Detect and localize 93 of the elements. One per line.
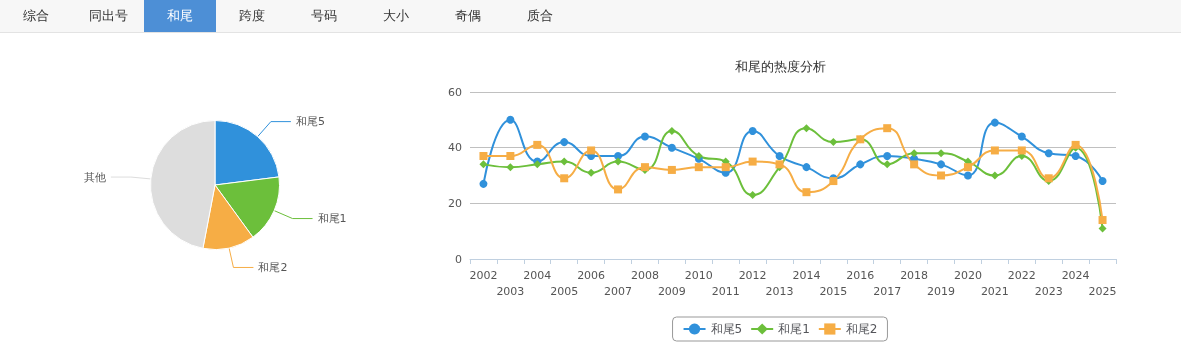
x-tick-label: 2021 [980, 284, 1009, 298]
point [883, 124, 892, 133]
point [883, 160, 892, 169]
point [694, 163, 703, 172]
slice-label: 和尾1 [317, 212, 347, 226]
point [990, 146, 999, 155]
category-label: 号码 [288, 0, 360, 32]
x-tick-label: 2011 [711, 284, 740, 298]
point [560, 157, 569, 166]
x-tick-label: 2019 [927, 284, 956, 298]
point [614, 157, 623, 166]
x-tick-label: 2024 [1061, 268, 1090, 282]
point [479, 160, 488, 169]
category-label: 综合 [0, 0, 72, 32]
point [937, 149, 946, 158]
y-tick-label: 60 [448, 85, 462, 99]
chart-title: 和尾的热度分析 [734, 59, 826, 74]
point [963, 163, 972, 172]
category-label: 大小 [360, 0, 432, 32]
point [587, 168, 596, 177]
x-tick-label: 2005 [550, 284, 579, 298]
slice-label: 和尾2 [258, 260, 288, 274]
point [1098, 177, 1107, 186]
x-tick-label: 2006 [577, 268, 606, 282]
x-tick-label: 2007 [604, 284, 633, 298]
category-label: 和尾 [144, 0, 216, 32]
point [937, 171, 946, 180]
point [748, 190, 757, 199]
category-label: 跨度 [216, 0, 288, 32]
point [1044, 149, 1053, 158]
point [560, 138, 569, 147]
x-tick-label: 2013 [765, 284, 794, 298]
slice-label: 其他 [83, 170, 106, 184]
point [614, 185, 623, 194]
x-tick-label: 2004 [523, 268, 552, 282]
point [775, 152, 784, 161]
legend-label: 和尾5 [710, 322, 743, 336]
x-tick-label: 2018 [900, 268, 929, 282]
x-tick-label: 2012 [738, 268, 767, 282]
slice-label: 和尾5 [295, 115, 325, 129]
point [721, 163, 730, 172]
point [748, 126, 757, 135]
legend-label: 和尾2 [845, 322, 878, 336]
x-tick-label: 2022 [1007, 268, 1036, 282]
point [910, 160, 919, 169]
point [667, 126, 676, 135]
point [990, 118, 999, 127]
x-tick-label: 2010 [684, 268, 713, 282]
point [990, 171, 999, 180]
category-label: 质合 [504, 0, 576, 32]
x-tick-label: 2009 [657, 284, 686, 298]
x-tick-label: 2025 [1088, 284, 1117, 298]
point [937, 160, 946, 169]
point [506, 152, 515, 161]
point [963, 171, 972, 180]
category-label: 奇偶 [432, 0, 504, 32]
point [802, 188, 811, 197]
x-tick-label: 2002 [469, 268, 498, 282]
x-tick-label: 2020 [953, 268, 982, 282]
point [1017, 146, 1026, 155]
point [479, 179, 488, 188]
point [1098, 224, 1107, 233]
point [883, 152, 892, 161]
category-label: 同出号 [72, 0, 144, 32]
x-tick-label: 2023 [1034, 284, 1063, 298]
point [587, 146, 596, 155]
point [560, 174, 569, 183]
point [479, 152, 488, 161]
x-tick-label: 2017 [873, 284, 902, 298]
point [1098, 216, 1107, 225]
legend-label: 和尾1 [778, 322, 810, 336]
point [802, 163, 811, 172]
point [640, 132, 649, 141]
point [748, 157, 757, 166]
point [667, 143, 676, 152]
y-tick-label: 40 [448, 141, 462, 155]
x-tick-label: 2014 [792, 268, 821, 282]
y-tick-label: 20 [448, 196, 462, 210]
point [1071, 152, 1080, 161]
point [667, 165, 676, 174]
x-tick-label: 2015 [819, 284, 848, 298]
x-tick-label: 2008 [630, 268, 659, 282]
x-tick-label: 2016 [846, 268, 875, 282]
point [910, 149, 919, 158]
point [533, 140, 542, 149]
point [802, 124, 811, 133]
point [1017, 132, 1026, 141]
point [506, 115, 515, 124]
point [506, 163, 515, 172]
point [829, 138, 838, 147]
point [856, 160, 865, 169]
x-tick-label: 2003 [496, 284, 525, 298]
y-tick-label: 0 [455, 252, 462, 266]
